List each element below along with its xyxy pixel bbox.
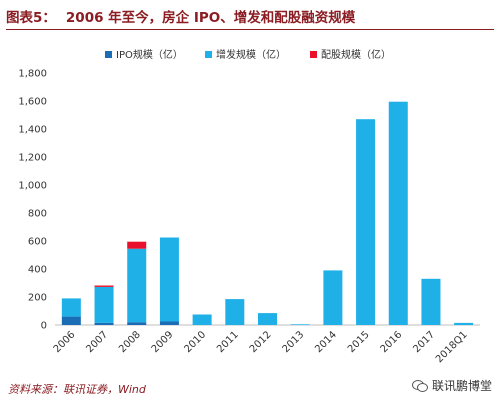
legend-swatch (205, 51, 212, 58)
bar-segment (421, 278, 441, 325)
bar-segment (61, 316, 81, 325)
y-tick-label: 1,000 (18, 181, 47, 192)
bar-segment (61, 298, 81, 317)
stacked-bar-chart: 0 200 400 600 800 1,000 1,200 1,400 1,600 1,800 20… (18, 48, 480, 365)
x-tick-label: 2008 (117, 329, 143, 355)
y-tick-label: 1,400 (18, 125, 47, 136)
bar-segment (159, 321, 179, 325)
bar-segment (94, 322, 114, 325)
legend-label: 配股规模（亿） (321, 48, 391, 61)
x-tick-label: 2015 (346, 329, 372, 355)
bar-segment (323, 270, 343, 325)
figure-number: 图表5： (6, 10, 56, 26)
y-tick-label: 600 (28, 237, 47, 248)
x-tick-label: 2013 (281, 329, 307, 355)
x-tick-label: 2016 (379, 329, 405, 355)
x-tick-label: 2009 (150, 329, 176, 355)
title-divider (6, 29, 494, 30)
x-tick-label: 2006 (52, 329, 78, 355)
y-tick-label: 1,800 (18, 69, 47, 80)
source-note: 资料来源：联讯证券，Wind (8, 383, 146, 396)
bar-segment (159, 237, 179, 322)
y-tick-label: 0 (41, 321, 47, 332)
chart-title: 2006 年至今，房企 IPO、增发和配股融资规模 (65, 10, 356, 26)
bar-segment (225, 299, 245, 325)
bar-segment (94, 286, 114, 323)
x-tick-label: 2014 (313, 329, 339, 355)
legend-swatch (105, 51, 112, 58)
x-tick-label: 2017 (411, 329, 437, 355)
legend-swatch (310, 51, 317, 58)
x-tick-label: 2010 (182, 329, 208, 355)
x-tick-label: 2011 (215, 329, 241, 355)
watermark: 联讯鹏博堂 (411, 377, 492, 394)
legend-label: IPO规模（亿） (116, 48, 183, 61)
bar-segment (127, 248, 147, 323)
bar-segment (127, 241, 147, 249)
watermark-text: 联讯鹏博堂 (431, 379, 492, 393)
y-tick-label: 200 (28, 293, 47, 304)
bar-segment (290, 324, 310, 325)
y-tick-label: 400 (28, 265, 47, 276)
wechat-icon (411, 379, 428, 392)
y-tick-label: 1,600 (18, 97, 47, 108)
y-tick-label: 800 (28, 209, 47, 220)
y-tick-label: 1,200 (18, 153, 47, 164)
bar-segment (192, 314, 212, 325)
x-tick-label: 2007 (84, 329, 110, 355)
bar-segment (388, 101, 408, 325)
bar-segment (94, 285, 114, 287)
bar-segment (127, 322, 147, 325)
x-tick-label: 2018Q1 (434, 329, 470, 365)
x-tick-label: 2012 (248, 329, 274, 355)
bar-segment (356, 119, 376, 325)
bar-segment (454, 322, 474, 325)
chart-title-bar: 图表5： 2006 年至今，房企 IPO、增发和配股融资规模 (6, 6, 355, 26)
bar-segment (258, 313, 277, 325)
legend-label: 增发规模（亿） (216, 48, 286, 61)
